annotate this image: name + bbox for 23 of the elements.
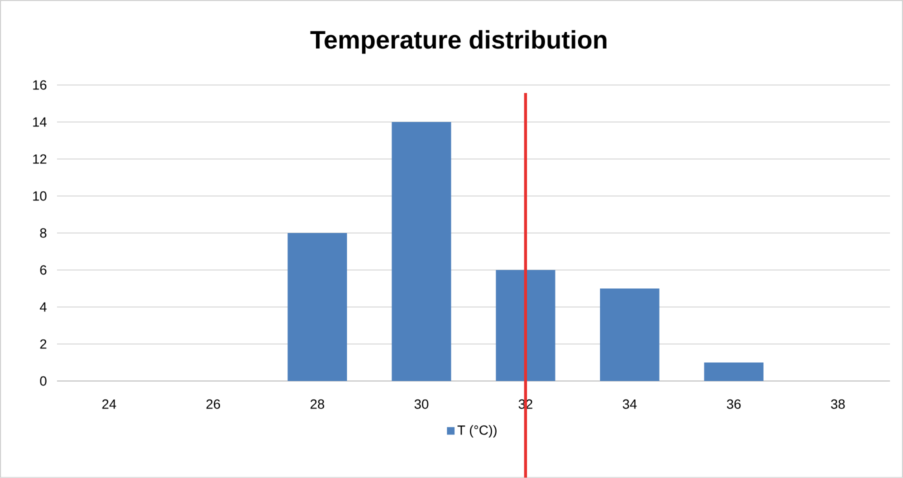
y-tick-label: 10 [33, 191, 46, 201]
x-tick-label: 24 [102, 399, 116, 409]
bar [704, 362, 764, 381]
x-tick-label: 26 [206, 399, 220, 409]
x-tick-label: 34 [622, 399, 637, 409]
bar [288, 232, 347, 381]
y-tick-label: 0 [40, 376, 46, 386]
legend-label: T (°C)) [458, 425, 497, 438]
chart-title: Temperature distribution [310, 30, 606, 54]
x-tick-label: 38 [831, 399, 845, 409]
bar [392, 122, 452, 381]
y-tick-label: 2 [40, 339, 46, 349]
x-tick-label: 36 [726, 399, 741, 409]
bar [600, 288, 660, 381]
y-tick-label: 6 [40, 265, 46, 275]
y-tick-label: 4 [40, 302, 47, 312]
y-tick-label: 12 [33, 154, 46, 164]
y-tick-label: 14 [33, 117, 47, 127]
x-tick-label: 28 [310, 399, 324, 409]
bar [496, 270, 556, 381]
x-tick-label: 30 [414, 399, 428, 409]
y-tick-label: 8 [40, 228, 46, 238]
y-tick-label: 16 [33, 80, 46, 90]
